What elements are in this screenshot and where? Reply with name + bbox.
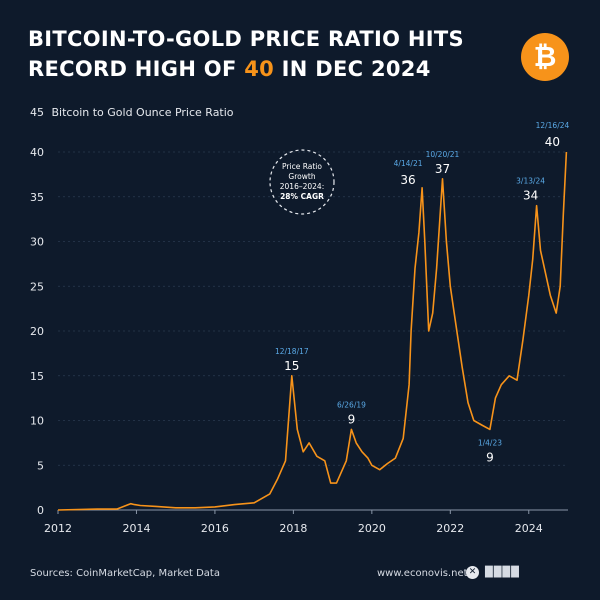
series-line [57, 151, 568, 511]
x-tick-label: 2014 [122, 522, 150, 535]
annotation-date: 12/18/17 [275, 347, 309, 356]
y-tick-label: 0 [37, 504, 44, 517]
annotation-value: 37 [435, 162, 450, 176]
title-line-2: RECORD HIGH OF 40 IN DEC 2024 [28, 54, 464, 84]
x-tick-label: 2022 [436, 522, 464, 535]
chart-subtitle: 45 Bitcoin to Gold Ounce Price Ratio [30, 106, 234, 119]
y-tick-label: 40 [30, 146, 44, 159]
series-group [57, 151, 568, 511]
annotation-date: 12/16/24 [536, 121, 570, 130]
callout-line-4: 28% CAGR [280, 192, 324, 201]
peak-annotations: 12/18/17 15 6/26/19 9 4/14/21 36 10/20/21 37 1/4… [275, 121, 570, 464]
y-tick-label: 30 [30, 236, 44, 249]
social-handle-text: ████ [485, 567, 520, 578]
callout-line-2: Growth [288, 172, 315, 181]
x-axis-ticks: 2012 2014 2016 2018 2020 2022 2024 [44, 510, 543, 535]
sources-note: Sources: CoinMarketCap, Market Data [30, 568, 220, 579]
cagr-callout: Price Ratio Growth 2016–2024: 28% CAGR [269, 149, 335, 215]
annotation-value: 36 [400, 173, 415, 187]
y-axis-top-label: 45 [30, 106, 44, 119]
y-tick-label: 5 [37, 459, 44, 472]
callout-line-1: Price Ratio [282, 162, 322, 171]
annotation-date: 3/13/24 [516, 177, 545, 186]
y-tick-label: 35 [30, 191, 44, 204]
x-tick-label: 2024 [515, 522, 543, 535]
bitcoin-logo-circle [521, 33, 569, 81]
annotation-value: 9 [486, 450, 494, 464]
x-tick-label: 2020 [358, 522, 386, 535]
annotation-value: 34 [523, 189, 538, 203]
title-line-1: BITCOIN-TO-GOLD PRICE RATIO HITS [28, 27, 464, 51]
social-handle[interactable]: ✕ ████ [466, 566, 520, 579]
annotation-value: 9 [348, 412, 356, 426]
x-tick-label: 2016 [201, 522, 229, 535]
annotation-date: 4/14/21 [394, 159, 423, 168]
annotation-date: 10/20/21 [426, 150, 460, 159]
callout-circle [269, 149, 335, 215]
grid-lines [58, 151, 568, 511]
annotation-value: 15 [284, 359, 299, 373]
title-highlight-value: 40 [244, 57, 275, 81]
bitcoin-logo-icon: ₿ [521, 33, 569, 81]
y-tick-label: 15 [30, 370, 44, 383]
chart-subtitle-text: Bitcoin to Gold Ounce Price Ratio [52, 106, 234, 119]
y-tick-label: 25 [30, 280, 44, 293]
bitcoin-logo-glyph: ₿ [534, 40, 557, 73]
website-link[interactable]: www.econovis.net [377, 568, 468, 579]
y-tick-label: 20 [30, 325, 44, 338]
x-tick-label: 2018 [279, 522, 307, 535]
y-tick-label: 10 [30, 415, 44, 428]
callout-line-3: 2016–2024: [280, 182, 324, 191]
chart-title: BITCOIN-TO-GOLD PRICE RATIO HITS RECORD … [28, 24, 464, 84]
annotation-value: 40 [545, 135, 560, 149]
annotation-date: 1/4/23 [478, 438, 502, 447]
x-tick-label: 2012 [44, 522, 72, 535]
title-line-2-prefix: RECORD HIGH OF [28, 57, 245, 81]
title-line-2-suffix: IN DEC 2024 [274, 57, 431, 81]
annotation-date: 6/26/19 [337, 400, 366, 409]
y-axis-ticks: 0 5 10 15 20 25 30 35 40 [30, 146, 44, 517]
x-social-icon: ✕ [466, 566, 479, 579]
